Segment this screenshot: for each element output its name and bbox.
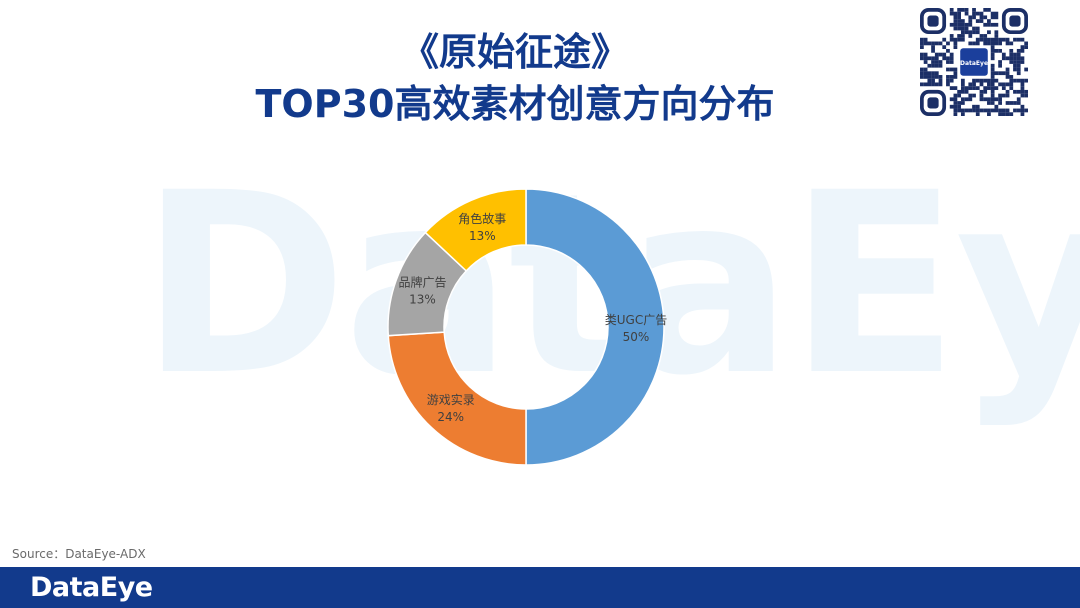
footer-logo: DataEye [30,572,153,603]
qr-center-logo [960,48,988,76]
slice-percent-label: 24% [437,410,464,424]
qr-code-image: DataEye [920,8,1029,117]
title-line-2: TOP30高效素材创意方向分布 [255,82,775,126]
donut-slice [387,331,527,466]
slice-label: 类UGC广告 [605,313,667,327]
slice-label: 品牌广告 [398,276,446,290]
donut-slice [525,188,665,466]
source-note: Source：DataEye-ADX [12,547,146,561]
slice-label: 角色故事 [458,211,506,226]
slice-percent-label: 13% [469,229,496,243]
donut-slice [424,188,527,272]
donut-chart-svg: 类UGC广告 50% 游戏实录 24% 品牌广告 13% 角色故事 13% [387,188,667,466]
slice-percent-label: 50% [623,330,650,344]
qr-center-label: DataEye [960,60,988,67]
slice-label: 游戏实录 [427,392,475,407]
title-line-1: 《原始征途》 [400,30,629,74]
page-title: 《原始征途》 TOP30高效素材创意方向分布 [0,26,1030,130]
qr-code: DataEye [920,8,1029,117]
footer-bar [0,567,1080,608]
donut-chart: 类UGC广告 50% 游戏实录 24% 品牌广告 13% 角色故事 13% [380,180,680,480]
slice-percent-label: 13% [409,293,436,307]
